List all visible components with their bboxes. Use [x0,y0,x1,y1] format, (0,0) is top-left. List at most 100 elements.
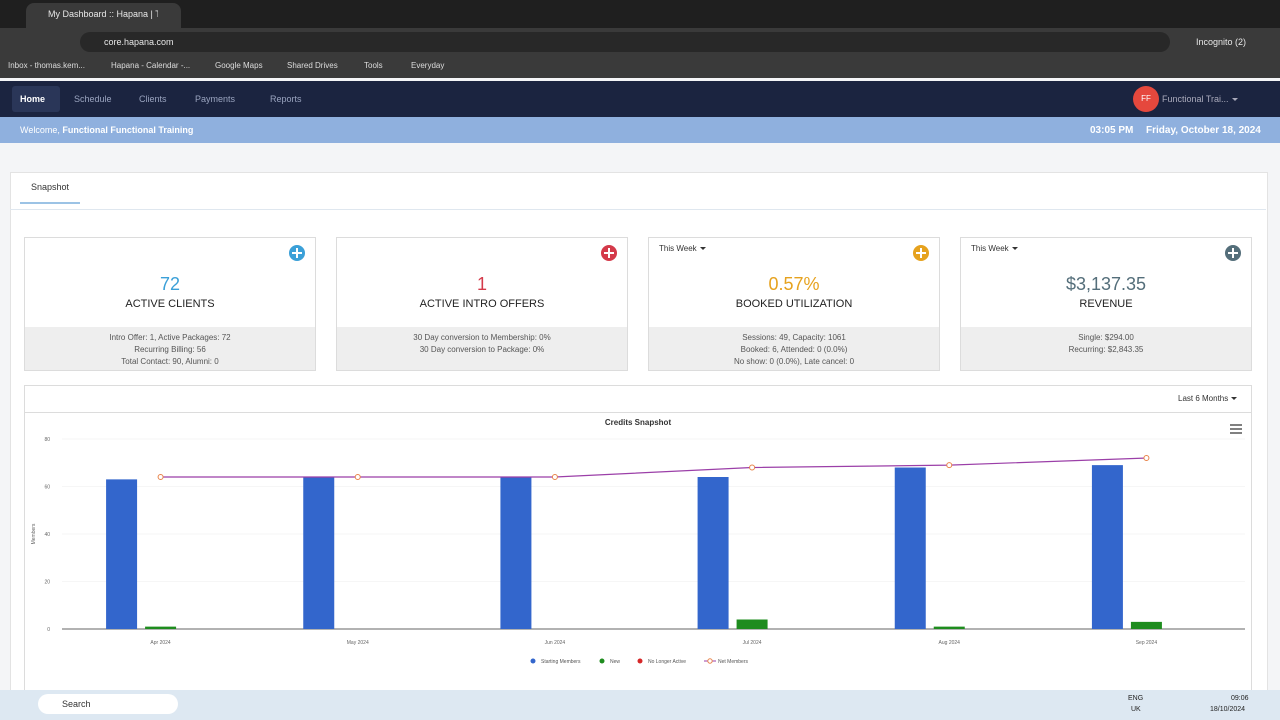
legend-item[interactable]: New [599,658,621,666]
stat-card: This Week 0.57% BOOKED UTILIZATION Sessions… [648,237,940,371]
user-menu[interactable]: Functional Trai... [1162,94,1238,104]
x-tick-label: Apr 2024 [150,640,171,646]
detail-line: Single: $294.00 [1078,333,1134,342]
filter: This Week [659,244,697,253]
chart-menu[interactable] [1230,424,1242,434]
x-tick-label: Sep 2024 [1136,640,1158,646]
bookmark[interactable]: Everyday [411,61,445,70]
line-marker [946,462,953,469]
y-axis-label: Members [31,523,37,544]
line-marker [354,474,361,480]
chart: Credits Snapshot Members 0 20 40 60 80 Apr 2024… [31,418,1245,666]
stat-card: This Week $3,137.35 REVENUE Single: $294.00… [960,237,1252,371]
incognito[interactable]: Incognito (2) [1196,37,1247,47]
search-label: Search [62,699,91,709]
legend-marker [530,658,536,664]
stat-label: ACTIVE INTRO OFFERS [419,298,545,310]
legend-item[interactable]: Starting Members [530,658,581,666]
bookmark[interactable]: Google Maps [215,61,263,70]
chart-header-line [24,412,1251,413]
nav-bar [0,81,1280,117]
stat-details: Intro Offer: 1, Active Packages: 72 Recur… [25,327,315,370]
date: Friday, October 18, 2024 [1146,125,1261,136]
legend-item[interactable]: No Longer Active [637,658,687,666]
filter: This Week [971,244,1009,253]
nav-item[interactable]: Home [20,94,46,104]
chart-panel [24,385,1252,697]
stat-label: BOOKED UTILIZATION [735,298,853,310]
bar [736,619,768,629]
filter-dropdown[interactable]: This Week [659,244,706,253]
nav-active [12,86,60,112]
x-tick-label: May 2024 [347,640,369,646]
stat-details: Single: $294.00 Recurring: $2,843.35 [961,327,1251,370]
time: 03:05 PM [1090,125,1134,136]
stat-card: 1 ACTIVE INTRO OFFERS 30 Day conversion to… [336,237,628,371]
range: Last 6 Months [1178,394,1229,403]
bar [894,467,926,629]
y-tick-label: 60 [44,485,50,491]
add-button[interactable] [913,245,929,261]
legend-marker [637,658,643,664]
legend-label: Net Members [718,659,749,665]
bookmark[interactable]: Tools [364,61,383,70]
detail-line: 30 Day conversion to Package: 0% [419,345,545,354]
legend-marker [599,658,605,664]
nav-item[interactable]: Payments [195,94,236,104]
bar [303,477,335,629]
line-marker [1143,455,1150,461]
stat-value: $3,137.35 [1065,274,1147,294]
bar [106,479,138,629]
search-box[interactable] [38,694,178,714]
stat-value: 1 [476,274,487,294]
filter-dropdown[interactable]: This Week [971,244,1018,253]
stat-value: 0.57% [768,274,820,294]
stat-details: Sessions: 49, Capacity: 1061 Booked: 6, A… [649,327,939,370]
bookmarks-bar [0,56,1280,78]
nav-item[interactable]: Clients [139,94,167,104]
legend-item[interactable]: Net Members [704,658,749,665]
gym-name: Functional Functional Training [62,125,194,135]
nav-item[interactable]: Schedule [74,94,112,104]
y-tick-label: 0 [47,627,50,633]
address-bar[interactable] [80,32,1170,52]
bookmark[interactable]: Inbox - thomas.kem... [8,61,85,70]
chart-title: Credits Snapshot [605,418,672,427]
clock-time: 09:06 [1231,695,1249,702]
tab-snapshot[interactable]: Snapshot [20,182,80,204]
region: UK [1131,706,1141,713]
url: core.hapana.com [104,37,174,47]
line [160,457,1147,478]
x-tick-label: Aug 2024 [939,640,961,646]
user-name: Functional Trai... [1162,94,1229,104]
browser-tab[interactable] [26,3,181,28]
welcome: Welcome, Functional Functional Training [20,125,193,135]
y-tick-label: 40 [44,532,50,538]
add-button[interactable] [289,245,305,261]
stat-value: 72 [159,274,181,294]
taskbar [0,690,1280,720]
line-marker [749,464,756,471]
bookmark[interactable]: Hapana - Calendar -... [111,61,191,70]
add-button[interactable] [1225,245,1241,261]
detail-line: Booked: 6, Attended: 0 (0.0%) [740,345,848,354]
clock-date: 18/10/2024 [1210,706,1246,713]
bar [1091,465,1123,629]
detail-line: 30 Day conversion to Membership: 0% [413,333,551,342]
add-button[interactable] [601,245,617,261]
tab-strip [0,0,1280,28]
nav-item[interactable]: Reports [270,94,302,104]
legend-label: No Longer Active [648,659,686,665]
bookmark[interactable]: Shared Drives [287,61,338,70]
line-marker [157,474,164,480]
x-tick-label: Jun 2024 [545,640,566,646]
lang: ENG [1128,695,1144,702]
y-tick-label: 80 [44,437,50,443]
bar [933,626,965,629]
welcome-bar [0,117,1280,143]
bar [500,477,532,629]
avatar[interactable] [1133,86,1159,112]
range-dropdown[interactable]: Last 6 Months [1178,394,1238,403]
x-tick-label: Jul 2024 [743,640,762,646]
